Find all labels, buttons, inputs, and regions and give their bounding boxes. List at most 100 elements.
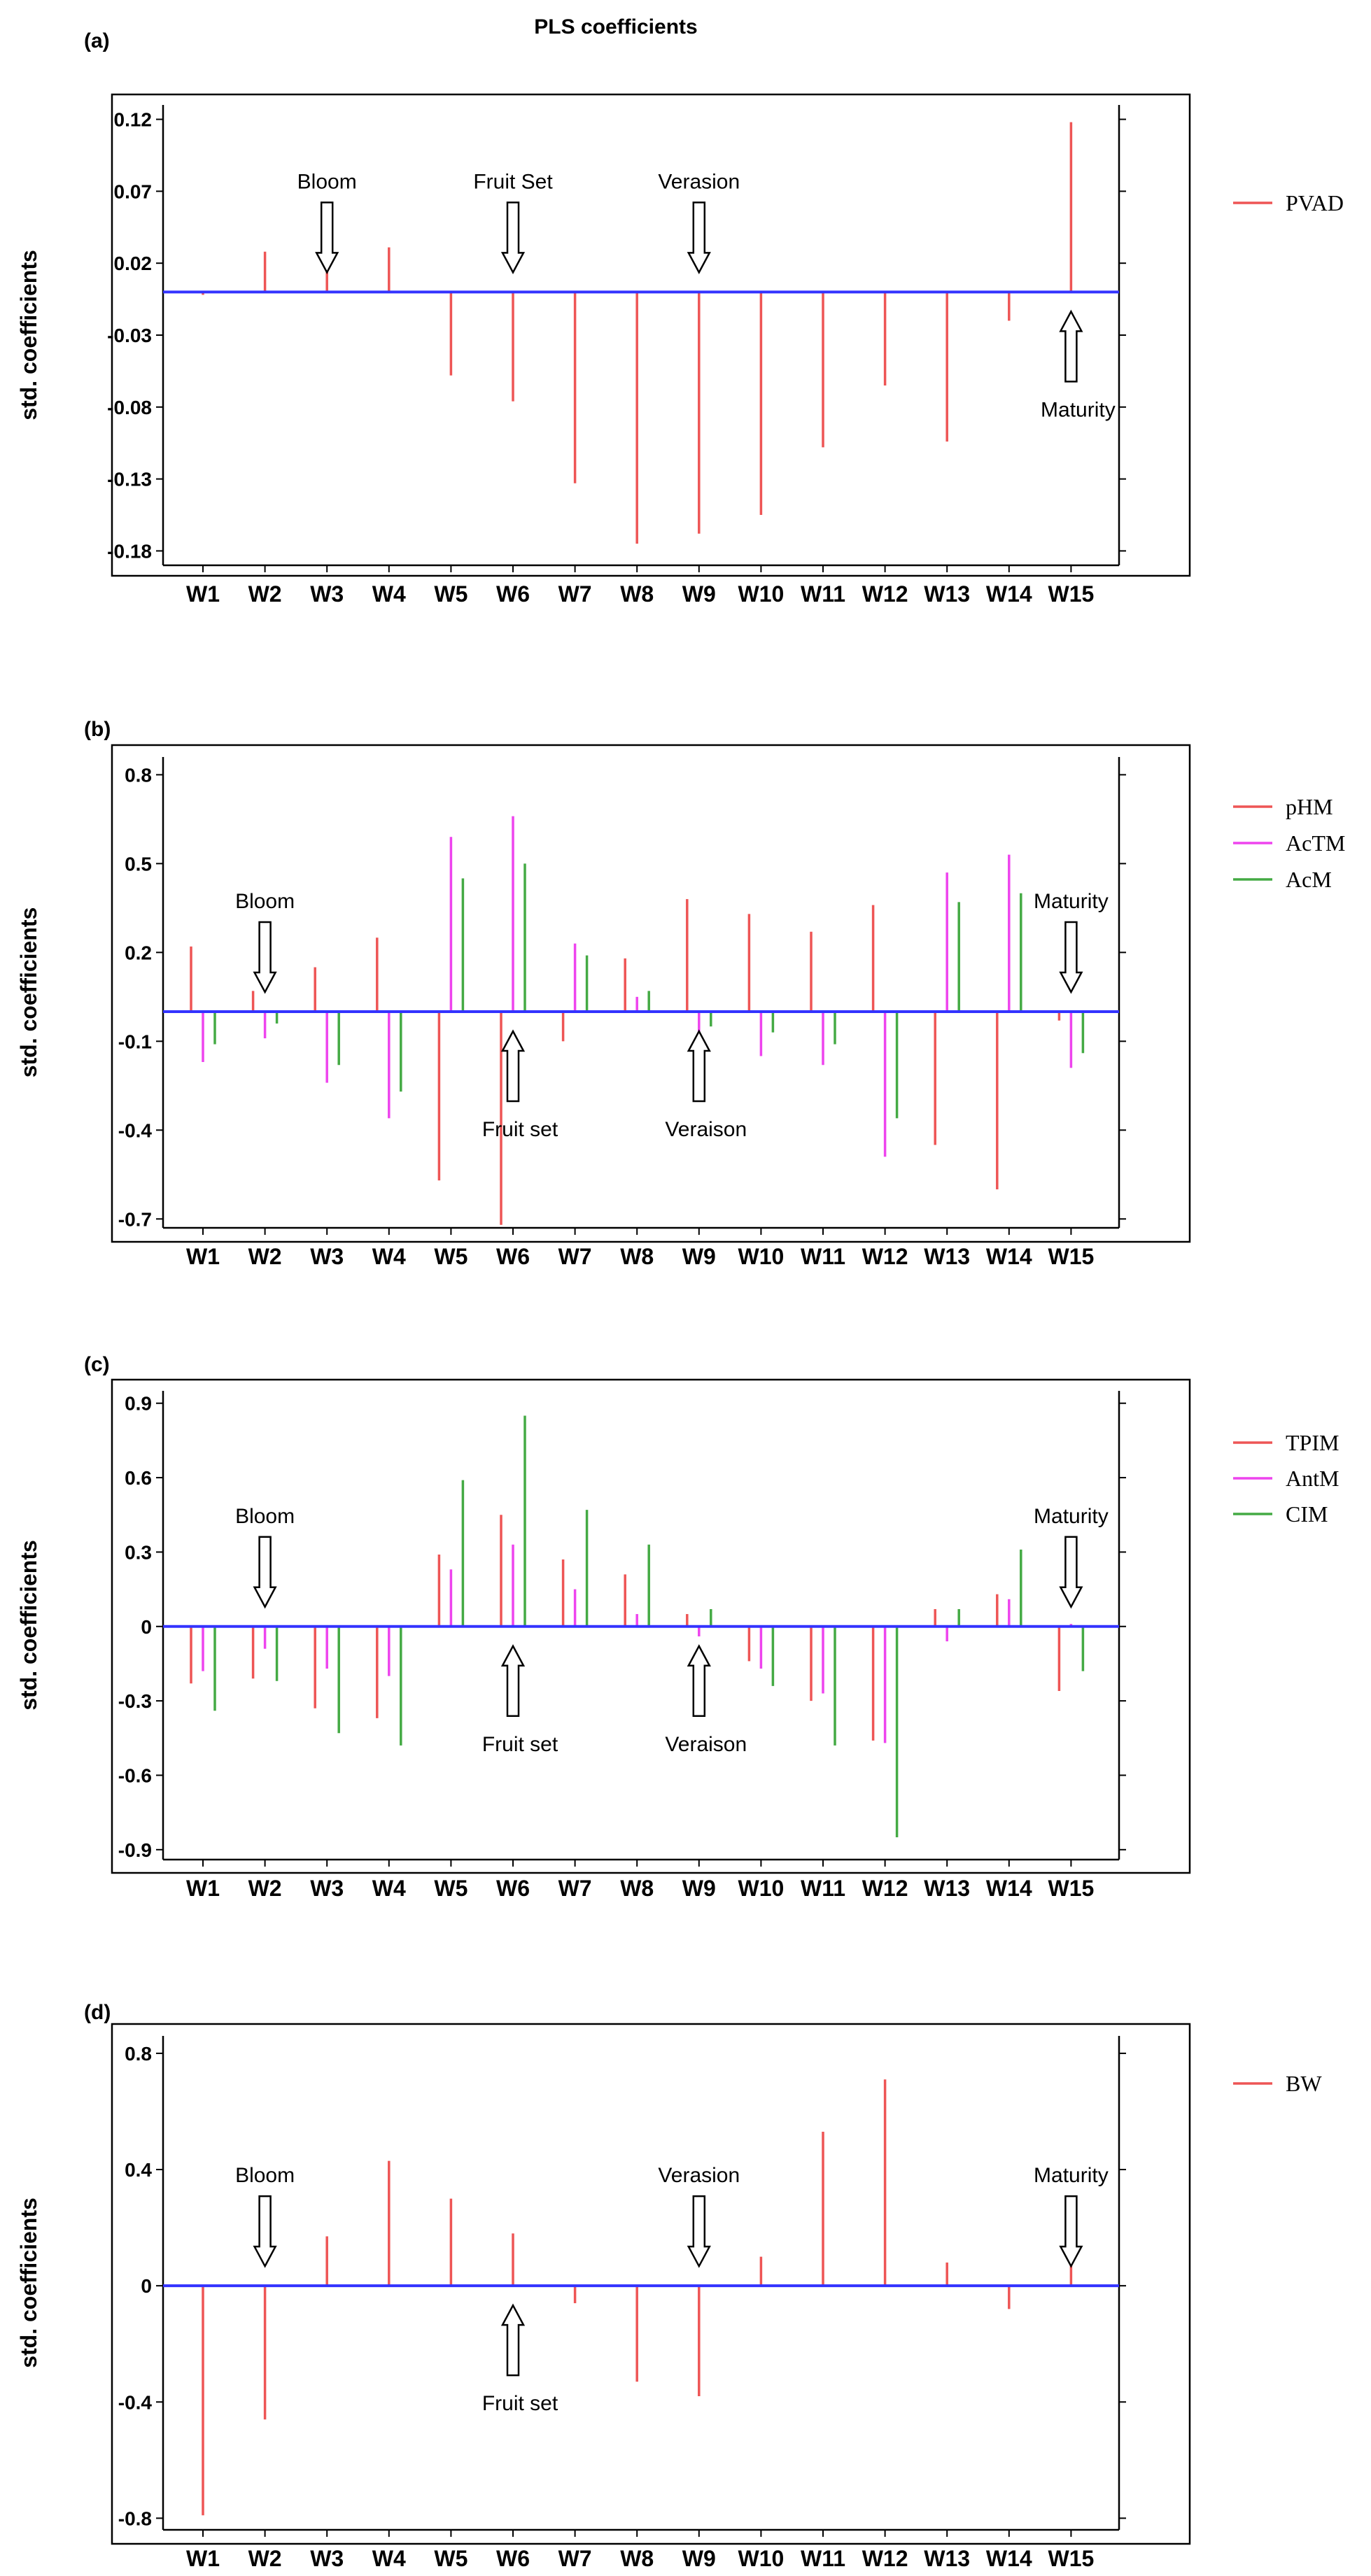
y-tick-label: 0.12 [114, 109, 153, 131]
annotation-label: Veraison [665, 1733, 747, 1756]
chart-frame [111, 1378, 1191, 1874]
annotation-verasion: Verasion [658, 2164, 740, 2268]
legend-label-AcM: AcM [1286, 867, 1332, 892]
annotation-label: Bloom [235, 1505, 295, 1528]
arrow-down-icon [687, 201, 711, 274]
x-tick-label: W5 [434, 1244, 467, 1269]
arrow-down-icon [687, 2195, 711, 2268]
x-tick-label: W5 [434, 2546, 467, 2571]
x-tick-label: W12 [862, 1876, 908, 1901]
y-tick-label: 0.2 [125, 942, 152, 963]
arrow-up-icon [687, 1029, 711, 1103]
chart-panel-c: (c) std. coefficients 0.9 0.6 0.3 0 -0.3 -0.6 -0… [16, 1353, 1339, 1901]
annotation-label: Fruit set [482, 1733, 558, 1756]
y-tick-label: -0.18 [107, 540, 152, 562]
arrow-up-icon [500, 2303, 526, 2377]
x-tick-label: W12 [862, 1244, 908, 1269]
x-tick-label: W11 [801, 1244, 845, 1269]
x-tick-label: W15 [1048, 581, 1095, 607]
y-tick-label: 0.4 [125, 2159, 152, 2181]
x-tick-label: W4 [372, 581, 406, 607]
legend-label-BW: BW [1286, 2071, 1322, 2096]
x-tick-label: W7 [558, 581, 592, 607]
annotation-bloom: Bloom [235, 2164, 295, 2268]
chart-frame [111, 2023, 1191, 2545]
annotation-label: Maturity [1034, 2164, 1109, 2187]
y-axis-label: std. coefficients [16, 907, 41, 1078]
annotation-bloom: Bloom [235, 1505, 295, 1609]
panel-label: (d) [84, 2001, 111, 2024]
x-tick-label: W10 [738, 1244, 785, 1269]
y-tick-label: -0.4 [118, 2391, 153, 2413]
annotation-label: Bloom [297, 170, 357, 193]
x-tick-label: W3 [310, 1244, 344, 1269]
y-tick-label: -0.13 [107, 469, 152, 490]
y-tick-label: 0.8 [125, 2043, 152, 2065]
panel-label: (b) [84, 718, 111, 741]
y-tick-label: -0.8 [118, 2507, 152, 2529]
arrow-up-icon [500, 1644, 526, 1718]
x-tick-label: W9 [682, 1244, 716, 1269]
x-tick-label: W15 [1048, 1244, 1095, 1269]
arrow-up-icon [500, 1029, 526, 1103]
x-tick-label: W10 [738, 2546, 785, 2571]
arrow-down-icon [500, 201, 526, 274]
annotation-veraison: Veraison [665, 1644, 747, 1756]
x-tick-label: W5 [434, 1876, 467, 1901]
x-tick-label: W9 [682, 1876, 716, 1901]
arrow-up-icon [1059, 309, 1083, 383]
x-tick-label: W11 [801, 1876, 845, 1901]
x-tick-label: W3 [310, 1876, 344, 1901]
y-tick-label: 0.8 [125, 764, 152, 786]
y-tick-label: 0.9 [125, 1393, 152, 1415]
x-tick-label: W7 [558, 1876, 592, 1901]
arrow-down-icon [315, 201, 339, 274]
y-tick-label: -0.7 [118, 1208, 152, 1230]
x-tick-label: W10 [738, 581, 785, 607]
x-tick-label: W14 [986, 1876, 1032, 1901]
y-tick-label: 0.6 [125, 1467, 152, 1489]
arrow-down-icon [253, 921, 277, 994]
x-tick-label: W7 [558, 2546, 592, 2571]
x-tick-label: W6 [496, 1876, 530, 1901]
annotation-veraison: Veraison [665, 1029, 747, 1141]
x-tick-label: W14 [986, 581, 1032, 607]
x-tick-label: W5 [434, 581, 467, 607]
x-tick-label: W2 [248, 1876, 282, 1901]
x-tick-label: W7 [558, 1244, 592, 1269]
chart-panel-b: (b) std. coefficients 0.8 0.5 0.2 -0.1 -0.4 -0.… [16, 718, 1345, 1269]
x-tick-label: W1 [186, 1876, 220, 1901]
chart-panel-a: (a) std. coefficients 0.12 0.07 0.02 -0.03 -0.… [16, 29, 1344, 607]
annotation-label: Fruit Set [473, 170, 553, 193]
legend-label-pHM: pHM [1286, 794, 1333, 819]
y-tick-label: 0.5 [125, 853, 152, 875]
x-tick-label: W2 [248, 1244, 282, 1269]
annotation-maturity: Maturity [1034, 1505, 1109, 1609]
annotation-label: Maturity [1034, 890, 1109, 913]
annotation-fruit-set: Fruit set [482, 1029, 558, 1141]
legend-label-PVAD: PVAD [1286, 190, 1344, 215]
x-tick-label: W8 [620, 581, 654, 607]
x-tick-label: W6 [496, 2546, 530, 2571]
x-tick-label: W9 [682, 581, 716, 607]
annotation-label: Veraison [665, 1118, 747, 1141]
y-tick-label: -0.1 [118, 1031, 152, 1052]
x-tick-label: W4 [372, 2546, 406, 2571]
x-tick-label: W15 [1048, 2546, 1095, 2571]
legend-label-CIM: CIM [1286, 1501, 1328, 1527]
annotation-label: Maturity [1034, 1505, 1109, 1528]
y-tick-label: -0.03 [107, 325, 152, 346]
y-tick-label: 0 [141, 1616, 152, 1638]
y-tick-label: 0.02 [114, 253, 153, 274]
annotation-maturity: Maturity [1041, 309, 1116, 421]
x-tick-label: W13 [924, 581, 970, 607]
x-tick-label: W11 [801, 581, 845, 607]
annotation-label: Fruit set [482, 1118, 558, 1141]
annotation-maturity: Maturity [1034, 890, 1109, 994]
x-tick-label: W8 [620, 2546, 654, 2571]
x-tick-label: W6 [496, 581, 530, 607]
x-tick-label: W14 [986, 1244, 1032, 1269]
annotation-bloom: Bloom [297, 170, 357, 274]
arrow-down-icon [1059, 2195, 1083, 2268]
